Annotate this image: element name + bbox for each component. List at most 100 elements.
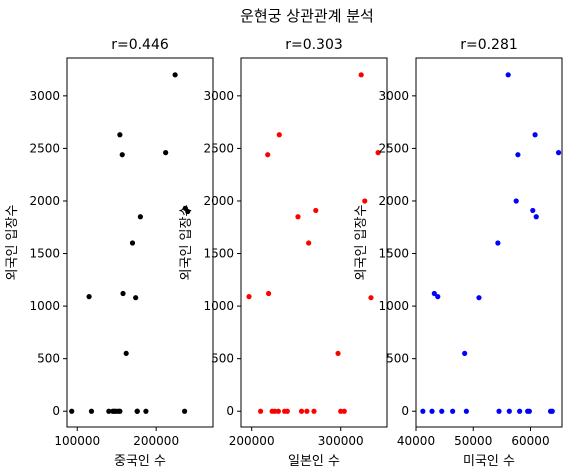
- y-tick-label: 2000: [378, 194, 409, 208]
- x-tick-label: 40000: [397, 434, 435, 448]
- data-point: [246, 294, 252, 300]
- y-tick-label: 3000: [378, 89, 409, 103]
- axes-frame: [66, 57, 214, 428]
- data-point: [362, 198, 368, 204]
- data-point: [257, 408, 264, 414]
- data-point: [284, 408, 290, 414]
- data-point: [134, 408, 140, 414]
- data-point: [295, 214, 301, 220]
- data-point: [368, 295, 374, 301]
- data-point: [172, 72, 178, 78]
- data-point: [306, 240, 312, 246]
- data-point: [450, 408, 456, 414]
- data-point: [533, 214, 539, 220]
- data-point: [265, 152, 271, 158]
- x-axis-label: 일본인 수: [288, 454, 340, 469]
- data-point: [276, 132, 282, 138]
- x-tick-label: 200000: [133, 434, 179, 448]
- data-point: [555, 150, 562, 156]
- data-point: [86, 294, 92, 300]
- data-point: [375, 150, 381, 156]
- panel-3: r=0.281 0 500 1000 1500 2000 2500 3000 40000 5000…: [354, 37, 563, 469]
- data-point: [462, 350, 468, 357]
- y-tick-label: 3000: [203, 89, 234, 103]
- y-tick-label: 1500: [203, 247, 234, 261]
- axes-frame: [240, 57, 388, 428]
- data-point: [265, 290, 272, 297]
- data-point: [505, 72, 511, 78]
- data-point: [526, 408, 532, 414]
- data-point: [298, 408, 305, 414]
- data-point: [420, 408, 426, 414]
- data-point: [117, 132, 123, 138]
- y-axis-label: 외국인 입장수: [179, 205, 194, 281]
- y-tick-label: 3000: [29, 89, 60, 103]
- y-tick-label: 1000: [29, 299, 60, 313]
- y-axis-label: 외국인 입장수: [5, 205, 20, 281]
- x-axis-label: 중국인 수: [114, 454, 166, 469]
- x-axis-label: 미국인 수: [463, 454, 515, 469]
- axes-frame: [415, 57, 563, 428]
- data-point: [119, 152, 125, 158]
- data-point: [341, 408, 347, 414]
- data-point: [311, 408, 317, 414]
- data-point: [530, 207, 536, 214]
- y-tick-label: 2000: [29, 194, 60, 208]
- data-point: [431, 290, 437, 297]
- x-tick-label: 300000: [318, 434, 364, 448]
- data-point: [439, 408, 445, 414]
- data-point: [313, 207, 319, 214]
- data-point: [120, 290, 126, 297]
- x-tick-label: 50000: [454, 434, 492, 448]
- data-point: [358, 72, 364, 78]
- data-point: [106, 408, 112, 414]
- x-tick-label: 100000: [54, 434, 100, 448]
- data-point: [129, 240, 136, 246]
- data-point: [117, 408, 123, 414]
- panel-title: r=0.446: [111, 37, 169, 53]
- data-point: [143, 408, 149, 414]
- y-tick-label: 500: [386, 352, 409, 366]
- y-tick-label: 1500: [29, 247, 60, 261]
- y-axis-label: 외국인 입장수: [354, 205, 369, 281]
- data-point: [532, 132, 538, 138]
- y-tick-label: 1000: [203, 299, 234, 313]
- y-tick-label: 2500: [29, 141, 60, 155]
- panel-title: r=0.303: [285, 37, 343, 53]
- data-point: [69, 408, 75, 414]
- data-point: [463, 408, 469, 414]
- y-tick-label: 0: [401, 404, 409, 418]
- y-tick-label: 2500: [203, 141, 234, 155]
- y-tick-label: 500: [37, 352, 60, 366]
- panel-2: r=0.303 0 500 1000 1500 2000 2500 3000 200000 300…: [179, 37, 388, 469]
- data-point: [496, 408, 502, 414]
- panel-1: r=0.446 0 500 1000 1500 2000 2500 3000 100000 200…: [5, 37, 214, 469]
- data-point: [185, 208, 191, 215]
- y-tick-label: 2500: [378, 141, 409, 155]
- data-point: [435, 294, 441, 300]
- y-tick-label: 2000: [203, 194, 234, 208]
- data-point: [495, 240, 501, 246]
- data-point: [123, 350, 129, 357]
- data-point: [549, 408, 555, 414]
- data-point: [272, 408, 278, 414]
- data-point: [163, 150, 169, 156]
- data-point: [513, 198, 519, 204]
- data-point: [181, 408, 188, 414]
- panel-title: r=0.281: [460, 37, 518, 53]
- data-point: [137, 214, 143, 220]
- y-tick-label: 0: [52, 404, 60, 418]
- data-point: [506, 408, 512, 414]
- data-point: [515, 152, 521, 158]
- y-tick-label: 0: [226, 404, 234, 418]
- y-tick-label: 500: [211, 352, 234, 366]
- data-point: [429, 408, 435, 414]
- data-point: [338, 408, 344, 414]
- data-point: [476, 295, 482, 301]
- data-point: [335, 350, 341, 357]
- data-point: [275, 408, 281, 414]
- y-tick-label: 1500: [378, 247, 409, 261]
- x-tick-label: 60000: [511, 434, 549, 448]
